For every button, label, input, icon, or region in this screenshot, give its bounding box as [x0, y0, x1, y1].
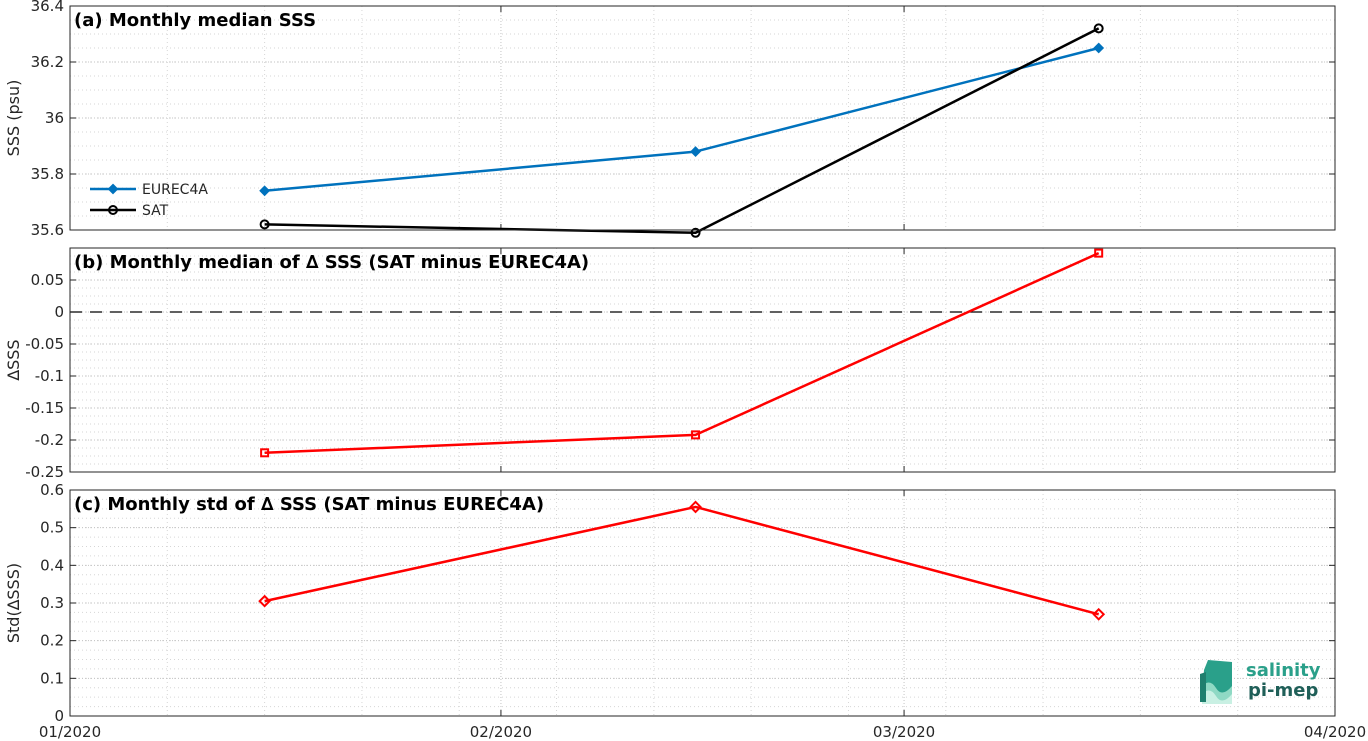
y-axis-label: SSS (psu)	[4, 80, 23, 157]
panel-title: (c) Monthly std of ∆ SSS (SAT minus EURE…	[74, 494, 544, 515]
panel-a: 35.6 35.8 36 36.2 36.4 (a) Monthly median SSS…	[4, 0, 1336, 239]
y-tick-label: 35.6	[31, 221, 64, 239]
x-tick-label: 01/2020	[39, 723, 101, 741]
logo-line2: pi-mep	[1248, 680, 1318, 701]
data-point	[259, 219, 270, 230]
data-point	[259, 185, 271, 197]
y-tick-label: 0	[54, 707, 64, 725]
y-tick-label: 0.3	[40, 594, 64, 612]
data-point	[690, 146, 701, 158]
legend-marker	[108, 205, 118, 215]
legend-label: SAT	[142, 203, 169, 219]
y-tick-label: 0.1	[40, 669, 64, 687]
logo-line1: salinity	[1246, 660, 1321, 681]
series-line-p2	[264, 505, 1100, 616]
y-tick-label: 36.4	[31, 0, 64, 15]
y-axis-label: Std(∆SSS)	[4, 563, 23, 643]
y-tick-label: 36	[45, 109, 64, 127]
panel-title: (a) Monthly median SSS	[74, 10, 316, 31]
data-point	[258, 594, 272, 608]
data-point	[1093, 42, 1105, 54]
y-tick-label: 0.05	[31, 271, 64, 289]
y-tick-label: 0.5	[40, 519, 64, 537]
y-tick-label: 0.2	[40, 632, 64, 650]
y-tick-label: 35.8	[31, 165, 64, 183]
series-line-sat	[264, 27, 1100, 235]
y-tick-label: -0.25	[25, 463, 64, 481]
series-line-p1	[264, 251, 1100, 455]
panel-c: 0 0.1 0.2 0.3 0.4 0.5 0.6 (c) Monthly std of ∆ …	[4, 481, 1336, 725]
y-tick-label: -0.1	[35, 367, 64, 385]
legend: EUREC4A SAT	[90, 182, 208, 219]
y-tick-label: 0.6	[40, 481, 64, 499]
y-tick-label: 0.4	[40, 556, 64, 574]
y-tick-label: -0.2	[35, 431, 64, 449]
data-point	[691, 430, 701, 440]
data-point	[1092, 607, 1106, 621]
y-tick-label: 36.2	[31, 53, 64, 71]
panel-b: -0.25 -0.2 -0.15 -0.1 -0.05 0 0.05 (b) Monthly …	[4, 247, 1336, 481]
axes-box	[69, 247, 1336, 473]
y-axis-label: ∆SSS	[4, 339, 23, 381]
y-tick-label: 0	[54, 303, 64, 321]
x-tick-label: 04/2020	[1304, 723, 1366, 741]
data-point	[260, 448, 270, 458]
panel-title: (b) Monthly median of ∆ SSS (SAT minus E…	[74, 252, 589, 273]
data-point	[1094, 248, 1104, 258]
axes-box	[69, 489, 1336, 717]
legend-marker	[107, 183, 119, 195]
axes-box	[69, 5, 1336, 231]
y-tick-label: -0.15	[25, 399, 64, 417]
salinity-pimep-logo: salinity pi-mep	[1200, 660, 1321, 704]
y-tick-label: -0.05	[25, 335, 64, 353]
data-point	[690, 227, 701, 238]
x-tick-label: 03/2020	[873, 723, 935, 741]
data-point	[689, 500, 702, 514]
x-tick-label: 02/2020	[470, 723, 532, 741]
data-point	[1093, 23, 1104, 34]
legend-label: EUREC4A	[142, 182, 208, 198]
logo-wave-icon	[1200, 660, 1232, 704]
